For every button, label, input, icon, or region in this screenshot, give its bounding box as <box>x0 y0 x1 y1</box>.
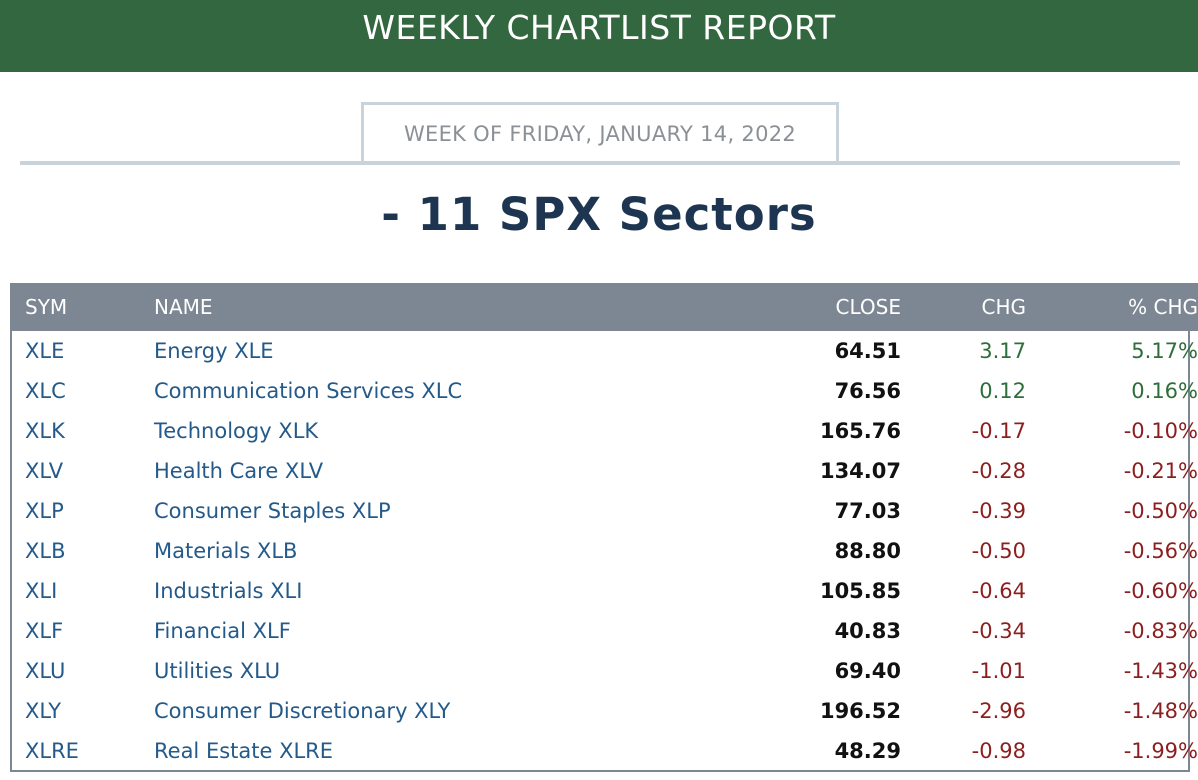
name-link[interactable]: Utilities XLU <box>154 659 281 683</box>
symbol-link[interactable]: XLB <box>25 539 66 563</box>
divider <box>20 161 1180 165</box>
symbol-link[interactable]: XLV <box>25 459 64 483</box>
table-row[interactable]: XLI Industrials XLI 105.85 -0.64 -0.60% <box>12 571 1198 611</box>
banner-title: WEEKLY CHARTLIST REPORT <box>362 7 836 47</box>
table-row[interactable]: XLE Energy XLE 64.51 3.17 5.17% <box>12 331 1198 371</box>
header-sym[interactable]: SYM <box>25 295 68 319</box>
close-value: 196.52 <box>819 699 901 723</box>
pct-chg-value: 0.16% <box>1131 379 1198 403</box>
name-link[interactable]: Energy XLE <box>154 339 274 363</box>
symbol-link[interactable]: XLC <box>25 379 66 403</box>
chg-value: -0.39 <box>971 499 1026 523</box>
pct-chg-value: 5.17% <box>1131 339 1198 363</box>
close-value: 64.51 <box>834 339 901 363</box>
close-value: 77.03 <box>834 499 901 523</box>
header-name[interactable]: NAME <box>154 295 213 319</box>
symbol-link[interactable]: XLU <box>25 659 66 683</box>
pct-chg-value: -0.60% <box>1123 579 1198 603</box>
close-value: 48.29 <box>834 739 901 763</box>
symbol-link[interactable]: XLRE <box>25 739 79 763</box>
chg-value: -0.50 <box>971 539 1026 563</box>
table-body: XLE Energy XLE 64.51 3.17 5.17% XLC Communicat… <box>12 331 1198 771</box>
close-value: 165.76 <box>819 419 901 443</box>
pct-chg-value: -0.21% <box>1123 459 1198 483</box>
close-value: 40.83 <box>834 619 901 643</box>
symbol-link[interactable]: XLE <box>25 339 65 363</box>
table-row[interactable]: XLF Financial XLF 40.83 -0.34 -0.83% <box>12 611 1198 651</box>
symbol-link[interactable]: XLF <box>25 619 64 643</box>
table-row[interactable]: XLB Materials XLB 88.80 -0.50 -0.56% <box>12 531 1198 571</box>
chg-value: -0.28 <box>971 459 1026 483</box>
table-row[interactable]: XLK Technology XLK 165.76 -0.17 -0.10% <box>12 411 1198 451</box>
pct-chg-value: -1.48% <box>1123 699 1198 723</box>
table-row[interactable]: XLC Communication Services XLC 76.56 0.12 0.… <box>12 371 1198 411</box>
chg-value: 3.17 <box>979 339 1026 363</box>
close-value: 76.56 <box>834 379 901 403</box>
header-pct-chg[interactable]: % CHG <box>1128 295 1198 319</box>
pct-chg-value: -1.99% <box>1123 739 1198 763</box>
symbol-link[interactable]: XLK <box>25 419 65 443</box>
name-link[interactable]: Technology XLK <box>154 419 319 443</box>
chg-value: -0.34 <box>971 619 1026 643</box>
chg-value: -1.01 <box>971 659 1026 683</box>
close-value: 105.85 <box>819 579 901 603</box>
pct-chg-value: -0.83% <box>1123 619 1198 643</box>
table-row[interactable]: XLRE Real Estate XLRE 48.29 -0.98 -1.99% <box>12 731 1198 771</box>
pct-chg-value: -1.43% <box>1123 659 1198 683</box>
sectors-table: SYM NAME CLOSE CHG % CHG XLE Energy XLE 64… <box>12 283 1198 771</box>
table-row[interactable]: XLV Health Care XLV 134.07 -0.28 -0.21% <box>12 451 1198 491</box>
symbol-link[interactable]: XLI <box>25 579 58 603</box>
header-close[interactable]: CLOSE <box>835 295 901 319</box>
name-link[interactable]: Industrials XLI <box>154 579 303 603</box>
chg-value: -0.17 <box>971 419 1026 443</box>
page-subtitle: - 11 SPX Sectors <box>381 188 817 241</box>
table-header-row: SYM NAME CLOSE CHG % CHG <box>12 283 1198 331</box>
name-link[interactable]: Consumer Staples XLP <box>154 499 391 523</box>
week-label: WEEK OF FRIDAY, JANUARY 14, 2022 <box>403 122 797 146</box>
name-link[interactable]: Consumer Discretionary XLY <box>154 699 451 723</box>
chg-value: -0.64 <box>971 579 1026 603</box>
report-banner: WEEKLY CHARTLIST REPORT <box>0 0 1198 72</box>
name-link[interactable]: Real Estate XLRE <box>154 739 334 763</box>
name-link[interactable]: Financial XLF <box>154 619 291 643</box>
symbol-link[interactable]: XLP <box>25 499 64 523</box>
chg-value: -0.98 <box>971 739 1026 763</box>
close-value: 88.80 <box>834 539 901 563</box>
name-link[interactable]: Health Care XLV <box>154 459 324 483</box>
close-value: 69.40 <box>834 659 901 683</box>
pct-chg-value: -0.50% <box>1123 499 1198 523</box>
name-link[interactable]: Communication Services XLC <box>154 379 463 403</box>
chg-value: -2.96 <box>971 699 1026 723</box>
week-tab: WEEK OF FRIDAY, JANUARY 14, 2022 <box>361 102 839 163</box>
header-chg[interactable]: CHG <box>981 295 1026 319</box>
pct-chg-value: -0.56% <box>1123 539 1198 563</box>
close-value: 134.07 <box>819 459 901 483</box>
pct-chg-value: -0.10% <box>1123 419 1198 443</box>
sectors-table-wrapper: SYM NAME CLOSE CHG % CHG XLE Energy XLE 64… <box>10 283 1198 772</box>
table-row[interactable]: XLY Consumer Discretionary XLY 196.52 -2.96… <box>12 691 1198 731</box>
table-row[interactable]: XLU Utilities XLU 69.40 -1.01 -1.43% <box>12 651 1198 691</box>
chg-value: 0.12 <box>979 379 1026 403</box>
table-row[interactable]: XLP Consumer Staples XLP 77.03 -0.39 -0.50% <box>12 491 1198 531</box>
name-link[interactable]: Materials XLB <box>154 539 298 563</box>
symbol-link[interactable]: XLY <box>25 699 62 723</box>
